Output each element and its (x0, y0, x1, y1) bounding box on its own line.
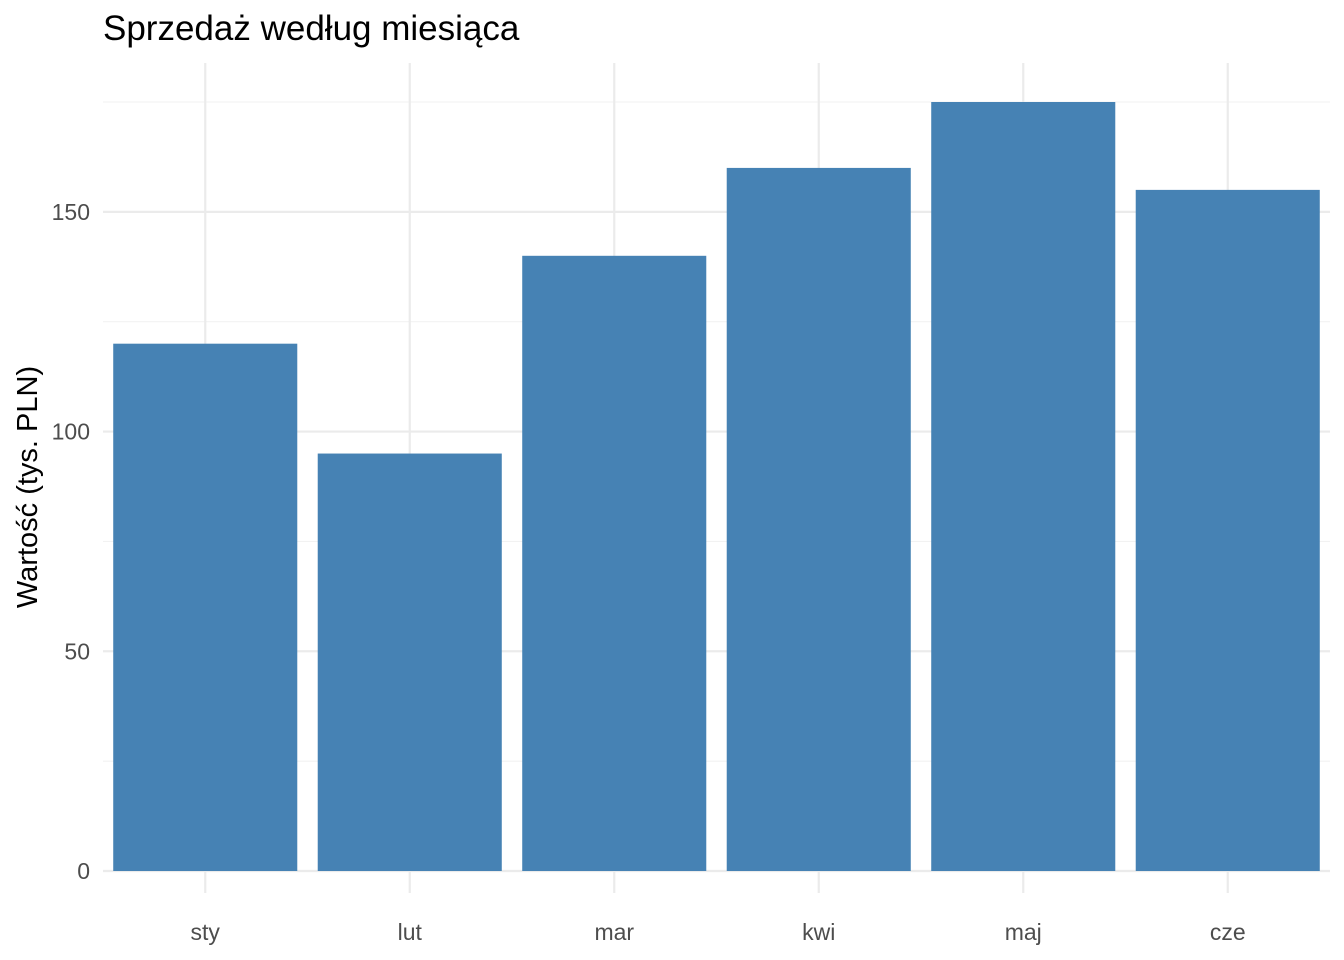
y-tick-label: 100 (52, 419, 90, 445)
y-tick-label: 0 (77, 858, 90, 884)
bars (113, 102, 1320, 872)
y-tick-label: 150 (52, 199, 90, 225)
chart-title: Sprzedaż według miesiąca (103, 9, 520, 48)
x-tick-label: lut (398, 919, 423, 945)
x-tick-label: mar (594, 919, 634, 945)
y-tick-label: 50 (64, 638, 90, 664)
x-axis-ticks: sty lut mar kwi maj cze (191, 919, 1246, 945)
bar-lut (317, 453, 502, 871)
bar-cze (1135, 189, 1320, 871)
bar-kwi (726, 167, 911, 871)
bar-maj (931, 102, 1116, 871)
x-tick-label: sty (191, 919, 221, 945)
bar-sty (113, 343, 298, 872)
x-tick-label: maj (1005, 919, 1042, 945)
bar-mar (522, 255, 707, 872)
y-axis-ticks: 0 50 100 150 (52, 199, 90, 884)
y-axis-title: Wartość (tys. PLN) (12, 366, 44, 608)
x-tick-label: kwi (802, 919, 835, 945)
x-tick-label: cze (1210, 919, 1246, 945)
